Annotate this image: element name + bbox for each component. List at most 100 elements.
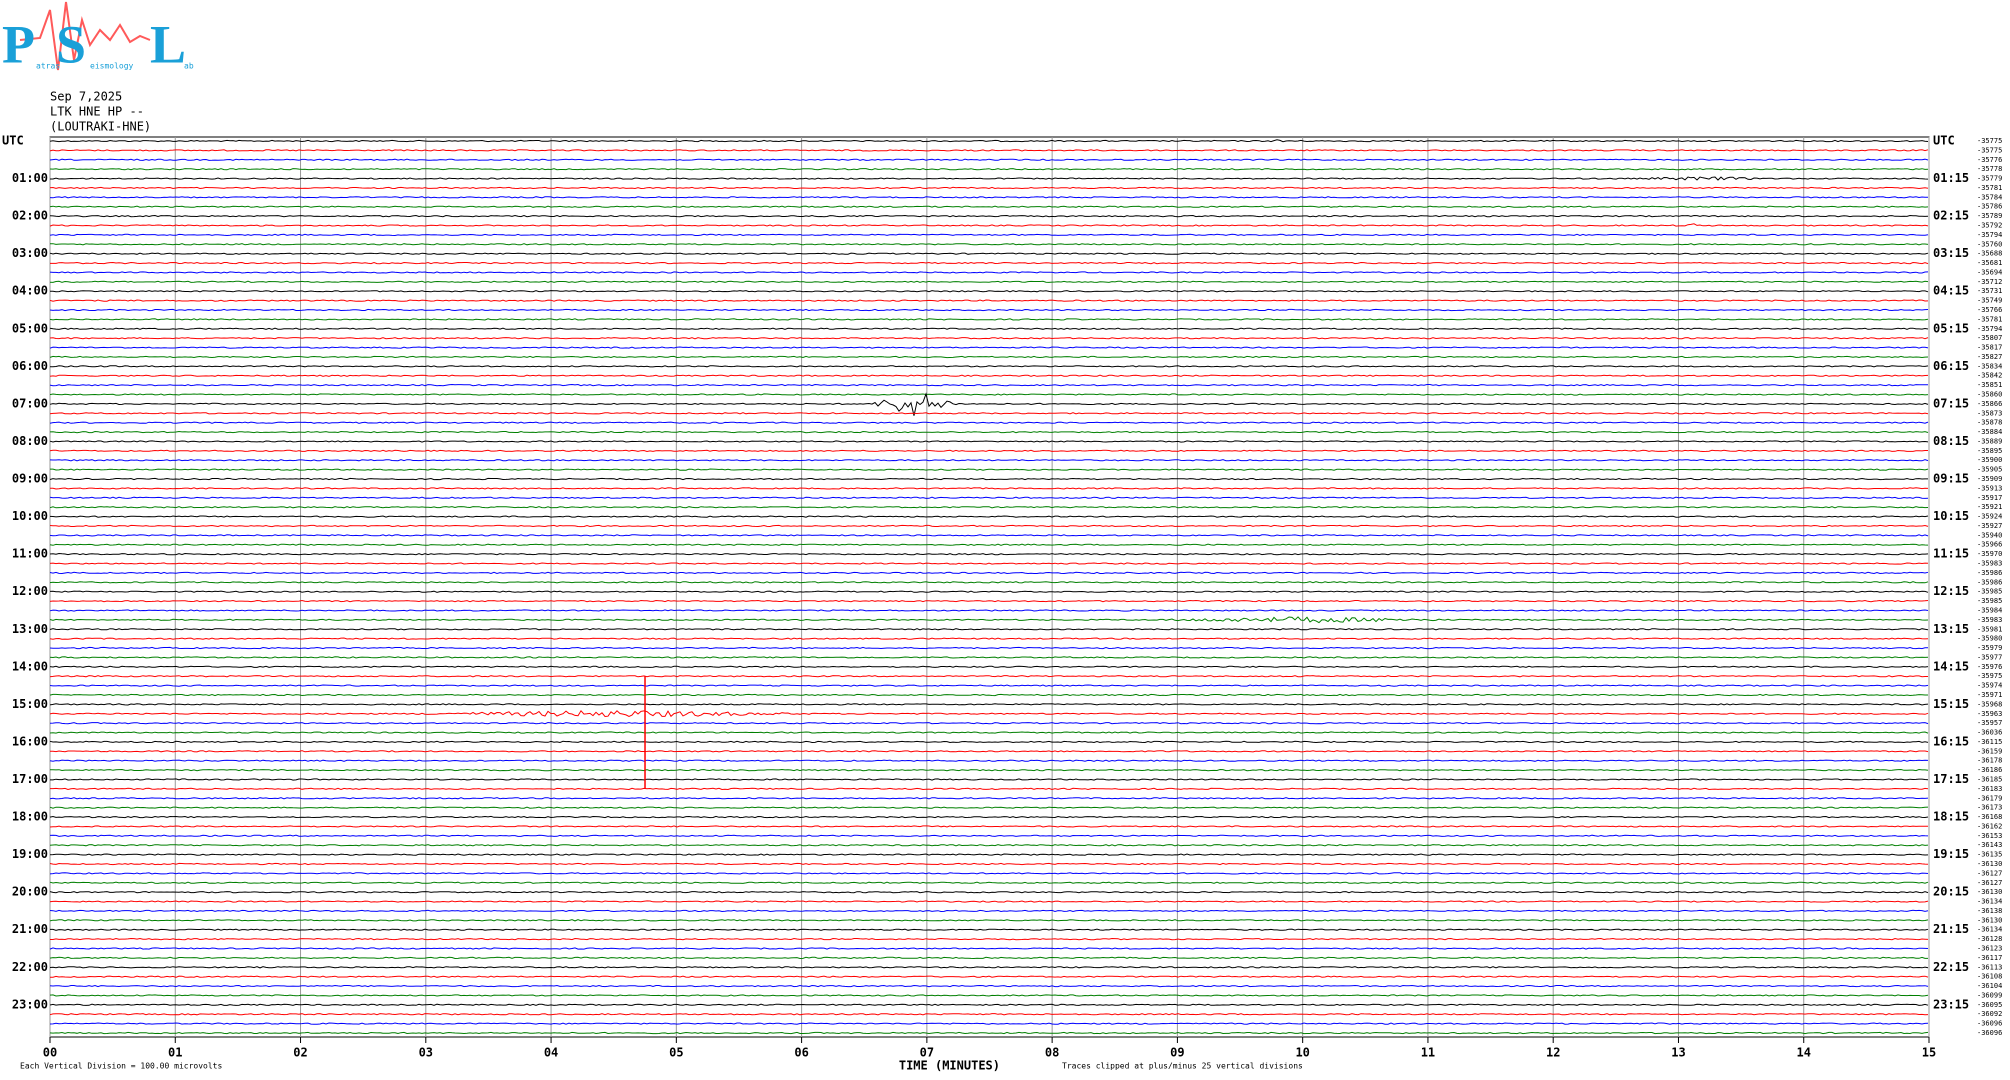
hour-label-right: 15:15: [1933, 697, 1969, 711]
trace: [49, 168, 1929, 171]
trace: [49, 337, 1929, 340]
hour-label-right: 10:15: [1933, 509, 1969, 523]
trace-offset-label: -35985: [1977, 597, 2002, 605]
trace-offset-label: -36096: [1977, 1029, 2002, 1037]
trace: [49, 383, 1929, 387]
trace: [49, 759, 1929, 762]
trace-offset-label: -35917: [1977, 494, 2002, 502]
hour-label-right: 08:15: [1933, 434, 1969, 448]
x-tick-label: 01: [168, 1046, 182, 1060]
hour-label: 02:00: [12, 209, 48, 223]
x-tick-label: 10: [1295, 1046, 1309, 1060]
trace-offset-label: -35980: [1977, 635, 2002, 643]
trace: [49, 966, 1929, 969]
trace-offset-label: -35981: [1977, 625, 2002, 633]
hour-label-right: 07:15: [1933, 396, 1969, 410]
trace-offset-label: -35781: [1977, 315, 2002, 323]
trace-offset-label: -36108: [1977, 973, 2002, 981]
trace-offset-label: -35681: [1977, 259, 2002, 267]
trace-offset-label: -35884: [1977, 428, 2002, 436]
hour-label-right: UTC: [1933, 134, 1955, 148]
trace-offset-label: -35921: [1977, 503, 2002, 511]
trace: [49, 665, 1929, 668]
trace-offset-label: -36130: [1977, 888, 2002, 896]
trace: [49, 703, 1929, 706]
trace-offset-label: -35789: [1977, 212, 2002, 220]
trace-offset-label: -35900: [1977, 456, 2002, 464]
trace-offset-label: -36186: [1977, 766, 2002, 774]
trace: [49, 327, 1929, 330]
hour-label-right: 13:15: [1933, 622, 1969, 636]
trace-offset-label: -35913: [1977, 484, 2002, 492]
trace: [49, 609, 1929, 612]
trace: [49, 1013, 1929, 1016]
trace-offset-label: -35963: [1977, 710, 2002, 718]
hour-label-right: 22:15: [1933, 960, 1969, 974]
trace-offset-label: -35776: [1977, 156, 2002, 164]
trace-offset-label: -35694: [1977, 268, 2002, 276]
trace: [49, 947, 1929, 950]
trace: [50, 778, 1929, 781]
trace: [49, 909, 1929, 913]
hour-label-right: 01:15: [1933, 171, 1969, 185]
trace-offset-label: -36135: [1977, 851, 2002, 859]
trace: [49, 421, 1929, 424]
trace-offset-label: -35909: [1977, 475, 2002, 483]
trace-offset-label: -36143: [1977, 841, 2002, 849]
trace-offset-label: -35827: [1977, 353, 2002, 361]
trace-offset-label: -36036: [1977, 729, 2002, 737]
trace: [49, 797, 1929, 800]
trace: [49, 205, 1929, 208]
x-tick-label: 15: [1922, 1046, 1936, 1060]
trace-offset-label: -35986: [1977, 569, 2002, 577]
hour-label-right: 19:15: [1933, 847, 1969, 861]
trace: [49, 721, 1929, 725]
hour-label-right: 14:15: [1933, 659, 1969, 673]
trace: [49, 956, 1928, 960]
trace: [50, 176, 1929, 181]
trace: [49, 862, 1929, 866]
trace-offset-label: -36138: [1977, 907, 2002, 915]
trace: [49, 214, 1929, 218]
title-line: (LOUTRAKI-HNE): [50, 120, 151, 134]
x-tick-label: 00: [43, 1046, 57, 1060]
trace: [49, 365, 1929, 368]
trace-offset-label: -36179: [1977, 794, 2002, 802]
trace-offset-label: -36117: [1977, 954, 2002, 962]
trace: [49, 552, 1929, 556]
hour-label-right: 09:15: [1933, 472, 1969, 486]
hour-label: 20:00: [12, 885, 48, 899]
trace: [49, 825, 1929, 828]
clip-note: Traces clipped at plus/minus 25 vertical…: [1062, 1062, 1303, 1071]
trace-offset-label: -36134: [1977, 898, 2002, 906]
hour-label: 05:00: [12, 321, 48, 335]
hour-label-right: 18:15: [1933, 810, 1969, 824]
trace: [49, 496, 1929, 499]
trace-offset-label: -36178: [1977, 757, 2002, 765]
trace: [49, 844, 1929, 847]
trace-offset-label: -35786: [1977, 203, 2002, 211]
trace: [49, 252, 1929, 255]
trace-offset-label: -35984: [1977, 606, 2002, 614]
trace: [49, 919, 1929, 922]
trace-offset-label: -35792: [1977, 222, 2002, 230]
trace: [49, 815, 1929, 819]
trace-offset-label: -36127: [1977, 869, 2002, 877]
trace-offset-label: -35979: [1977, 644, 2002, 652]
trace: [49, 571, 1929, 575]
hour-label: 23:00: [12, 997, 48, 1011]
trace: [49, 534, 1929, 537]
trace: [49, 280, 1929, 283]
logo-letter: L: [150, 14, 186, 74]
trace: [49, 900, 1929, 903]
trace: [49, 750, 1929, 753]
hour-label-right: 04:15: [1933, 284, 1969, 298]
trace-offset-label: -36115: [1977, 738, 2002, 746]
trace-offset-label: -36099: [1977, 991, 2002, 999]
trace: [49, 346, 1929, 349]
logo: P S L atras eismology ab: [2, 1, 194, 74]
logo-word: atras: [36, 62, 60, 71]
trace: [49, 139, 1929, 143]
trace: [50, 928, 1929, 931]
